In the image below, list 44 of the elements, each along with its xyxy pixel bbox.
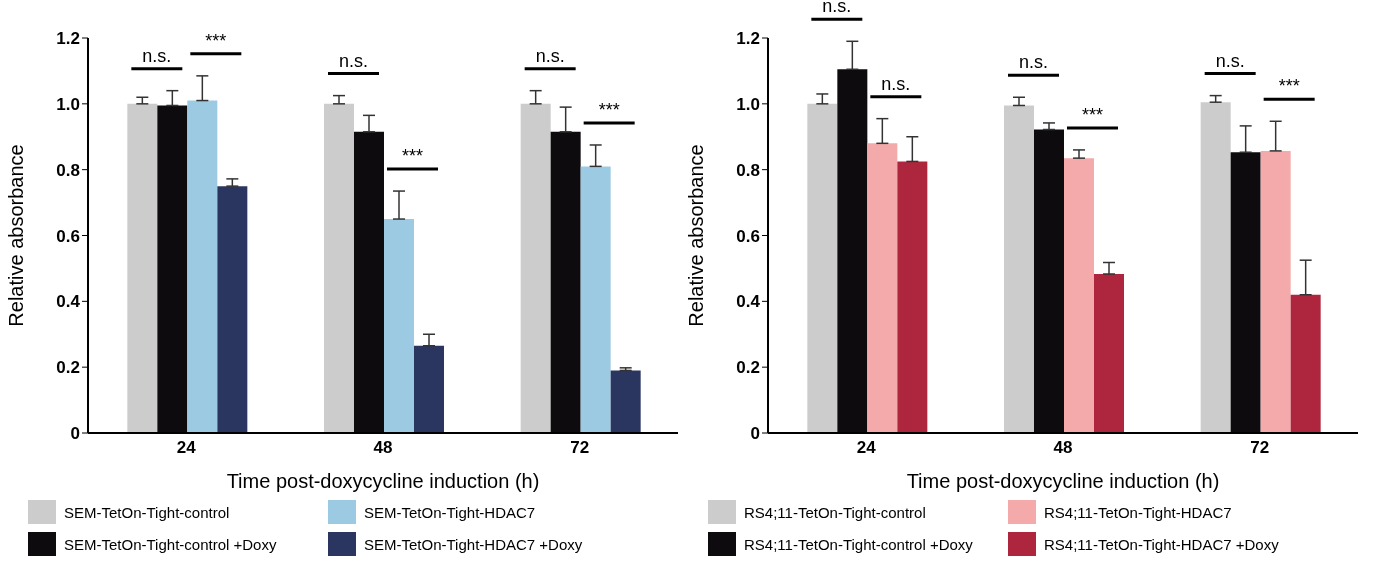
x-tick-label: 72 bbox=[1250, 438, 1270, 458]
x-tick-label: 24 bbox=[176, 438, 197, 458]
y-tick-label: 1.2 bbox=[56, 29, 80, 49]
x-tick-label: 24 bbox=[856, 438, 877, 458]
annotation: *** bbox=[401, 146, 424, 167]
y-tick-label: 1.0 bbox=[56, 94, 80, 114]
legend-label: SEM-TetOn-Tight-HDAC7 +Doxy bbox=[364, 535, 583, 553]
legend-label: RS4;11-TetOn-Tight-control bbox=[744, 503, 926, 521]
annotation: n.s. bbox=[338, 50, 369, 71]
y-tick-label: 0.2 bbox=[56, 358, 80, 378]
y-axis-title: Relative absorbance bbox=[685, 144, 708, 327]
y-tick-label: 0.8 bbox=[736, 160, 760, 180]
legend-label: SEM-TetOn-Tight-HDAC7 bbox=[364, 503, 536, 521]
annotation: n.s. bbox=[881, 73, 911, 94]
legend-label: SEM-TetOn-Tight-control +Doxy bbox=[64, 535, 277, 553]
y-axis-title: Relative absorbance bbox=[5, 144, 28, 327]
y-tick-label: 0.4 bbox=[56, 292, 81, 312]
y-tick-label: 0.8 bbox=[56, 160, 80, 180]
legend-label: RS4;11-TetOn-Tight-control +Doxy bbox=[744, 535, 973, 553]
y-tick-label: 0 bbox=[750, 424, 760, 444]
y-tick-label: 0.4 bbox=[736, 292, 761, 312]
x-tick-label: 48 bbox=[373, 438, 393, 458]
y-tick-label: 0.6 bbox=[736, 226, 760, 246]
annotation: *** bbox=[1081, 104, 1104, 125]
x-axis-title: Time post-doxycycline induction (h) bbox=[906, 470, 1220, 492]
text: n.s. bbox=[822, 0, 852, 17]
annotation: n.s. bbox=[1215, 50, 1245, 71]
x-tick-label: 72 bbox=[570, 438, 590, 458]
legend-label: RS4;11-TetOn-Tight-HDAC7 +Doxy bbox=[1044, 535, 1279, 553]
y-tick-label: 0.6 bbox=[56, 226, 80, 246]
y-tick-label: 1.2 bbox=[736, 29, 760, 49]
y-tick-label: 1.0 bbox=[736, 94, 760, 114]
x-axis-title: Time post-doxycycline induction (h) bbox=[226, 470, 540, 492]
legend-label: RS4;11-TetOn-Tight-HDAC7 bbox=[1044, 503, 1232, 521]
annotation: *** bbox=[598, 99, 620, 120]
annotation: *** bbox=[1278, 76, 1300, 97]
annotation: *** bbox=[205, 30, 227, 51]
y-tick-label: 0 bbox=[70, 424, 80, 444]
annotation: n.s. bbox=[535, 45, 565, 66]
legend-label: SEM-TetOn-Tight-control bbox=[64, 503, 230, 521]
y-tick-label: 0.2 bbox=[736, 358, 760, 378]
annotation: n.s. bbox=[142, 45, 172, 66]
annotation: n.s. bbox=[1018, 52, 1049, 73]
x-tick-label: 48 bbox=[1053, 438, 1073, 458]
